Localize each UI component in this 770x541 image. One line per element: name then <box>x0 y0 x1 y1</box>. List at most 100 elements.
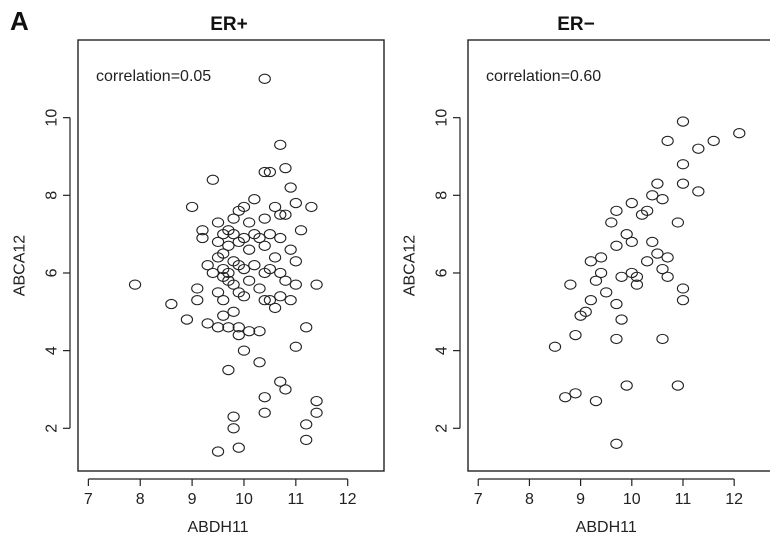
er-positive-data-point <box>211 287 225 298</box>
er-positive-axes: 7 8 9 10 11 12 2 4 6 8 10 <box>43 109 356 508</box>
er-positive-data-point <box>196 232 209 244</box>
er-negative-data-point <box>610 240 623 251</box>
er-positive-data-point <box>279 275 292 286</box>
er-positive-data-point <box>232 322 245 333</box>
er-positive-data-point <box>310 279 323 290</box>
er-positive-x-tick-label: 9 <box>188 491 197 508</box>
panel-letter: A <box>10 6 29 36</box>
er-positive-data-point <box>243 217 256 228</box>
er-negative-data-point <box>605 217 618 228</box>
er-positive-data-point <box>248 260 261 271</box>
er-positive-points <box>128 73 323 457</box>
er-negative-data-point <box>630 271 644 283</box>
er-negative-panel: ER− correlation=0.60 7 8 9 10 11 12 2 4 6 8 10 ABD… <box>402 14 770 536</box>
er-negative-data-point <box>564 279 577 290</box>
er-positive-data-point <box>185 201 199 213</box>
er-negative-x-tick-label: 10 <box>623 491 641 508</box>
er-positive-data-point <box>279 162 292 174</box>
er-negative-data-point <box>584 295 597 306</box>
er-negative-x-tick-label: 12 <box>725 491 743 508</box>
er-positive-data-point <box>284 182 297 193</box>
er-negative-data-point <box>646 236 659 248</box>
er-positive-data-point <box>258 166 271 178</box>
er-positive-data-point <box>263 228 277 240</box>
er-positive-data-point <box>217 248 230 259</box>
er-positive-data-point <box>237 345 251 356</box>
er-positive-data-point <box>279 209 292 220</box>
er-positive-data-point <box>294 225 308 236</box>
er-positive-data-point <box>305 201 318 213</box>
er-positive-data-point <box>274 291 287 302</box>
er-positive-data-point <box>217 310 230 321</box>
er-positive-data-point <box>243 326 256 337</box>
er-positive-y-tick-label: 6 <box>44 268 61 277</box>
er-positive-y-tick-label: 8 <box>44 191 61 200</box>
er-positive-data-point <box>253 283 266 294</box>
er-negative-x-tick-label: 9 <box>576 491 585 508</box>
er-negative-data-point <box>615 271 628 283</box>
er-positive-data-point <box>258 213 271 224</box>
er-positive-data-point <box>211 446 225 457</box>
er-negative-data-point <box>661 135 674 147</box>
er-positive-data-point <box>222 322 235 333</box>
er-positive-panel: ER+ correlation=0.05 7 8 9 10 11 12 2 4 6 8 10 ABD… <box>12 14 385 536</box>
er-positive-data-point <box>300 419 313 430</box>
er-negative-data-point <box>676 295 690 306</box>
er-positive-data-point <box>274 139 287 150</box>
er-positive-data-point <box>253 232 266 244</box>
er-negative-data-point <box>594 267 608 279</box>
er-negative-x-axis-label: ABDH11 <box>576 519 637 536</box>
er-negative-y-tick-label: 6 <box>434 268 451 277</box>
er-negative-data-point <box>620 380 633 391</box>
er-positive-data-point <box>268 302 282 314</box>
er-negative-data-point <box>548 341 562 352</box>
er-positive-data-point <box>289 256 302 267</box>
er-positive-data-point <box>206 267 219 279</box>
er-positive-data-point <box>201 260 214 271</box>
er-negative-data-point <box>671 380 685 391</box>
er-negative-data-point <box>707 135 720 147</box>
er-positive-data-point <box>258 407 271 418</box>
er-negative-plot-frame <box>467 39 770 472</box>
er-negative-data-point <box>641 205 654 216</box>
er-negative-data-point <box>641 256 654 267</box>
er-positive-data-point <box>191 295 204 306</box>
er-positive-x-tick-label: 11 <box>288 491 305 508</box>
er-positive-data-point <box>300 322 313 333</box>
er-negative-data-point <box>589 395 603 407</box>
er-negative-y-axis-label: ABCA12 <box>402 235 419 296</box>
er-positive-data-point <box>284 244 297 255</box>
er-positive-data-point <box>237 291 251 302</box>
er-positive-x-tick-label: 12 <box>339 491 357 508</box>
er-negative-data-point <box>661 271 674 283</box>
er-positive-data-point <box>191 283 204 294</box>
er-positive-data-point <box>274 209 287 220</box>
er-positive-data-point <box>237 263 251 275</box>
er-positive-data-point <box>232 329 245 341</box>
er-positive-data-point <box>253 326 266 337</box>
er-positive-data-point <box>206 174 219 185</box>
er-negative-correlation-label: correlation=0.60 <box>486 68 601 85</box>
er-positive-data-point <box>227 228 240 240</box>
er-negative-data-point <box>656 263 669 275</box>
er-positive-y-tick-label: 2 <box>44 424 61 433</box>
er-positive-data-point <box>258 73 271 84</box>
er-negative-y-tick-label: 8 <box>434 191 451 200</box>
er-negative-y-tick-label: 2 <box>434 424 451 433</box>
er-positive-data-point <box>222 240 235 251</box>
er-negative-y-tick-label: 10 <box>434 109 451 127</box>
er-positive-data-point <box>274 267 287 279</box>
er-negative-data-point <box>676 178 690 189</box>
er-positive-data-point <box>128 279 142 290</box>
er-positive-data-point <box>180 314 194 325</box>
er-negative-data-point <box>651 248 664 259</box>
er-negative-data-point <box>615 314 628 325</box>
er-positive-data-point <box>253 357 266 368</box>
er-positive-data-point <box>258 295 271 306</box>
er-positive-data-point <box>243 244 256 255</box>
er-positive-y-tick-label: 4 <box>44 346 61 355</box>
er-positive-data-point <box>165 298 178 310</box>
er-negative-data-point <box>625 236 638 248</box>
er-positive-data-point <box>201 318 214 329</box>
